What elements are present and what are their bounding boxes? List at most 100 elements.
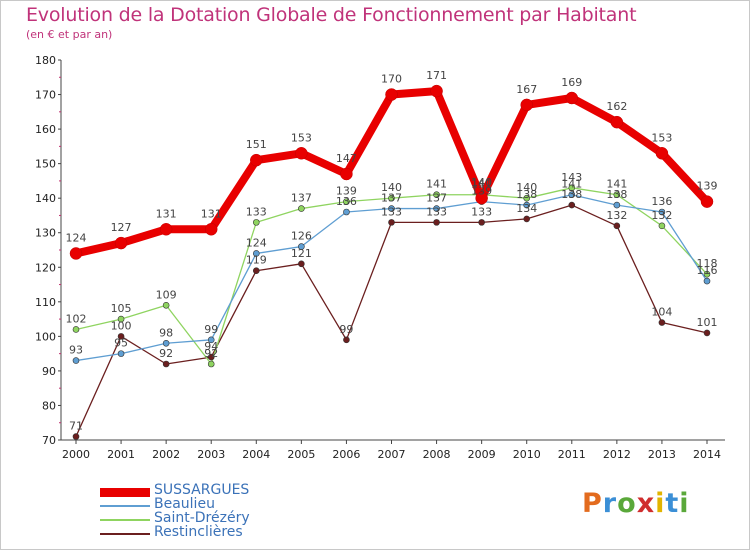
y-tick-label: 80	[42, 399, 56, 412]
data-label: 124	[246, 236, 267, 249]
legend-label: Saint-Drézéry	[154, 510, 250, 526]
x-tick-label: 2000	[62, 448, 90, 461]
data-label: 94	[204, 340, 218, 353]
x-tick-label: 2011	[558, 448, 586, 461]
legend-swatch	[100, 488, 150, 497]
data-label: 124	[66, 231, 87, 244]
data-point	[252, 267, 260, 275]
data-label: 140	[516, 181, 537, 194]
x-tick-label: 2003	[197, 448, 225, 461]
data-point	[658, 319, 666, 326]
data-point	[388, 205, 395, 212]
x-tick-label: 2014	[693, 448, 721, 461]
data-label: 170	[381, 73, 402, 86]
data-label: 126	[291, 230, 312, 243]
data-label: 99	[204, 323, 218, 336]
chart-data-labels: 124 127 131 131 151 153 147 170 171 140 167 169 162 1…	[66, 69, 718, 432]
data-point	[703, 277, 711, 285]
data-label: 147	[336, 152, 357, 165]
data-point	[613, 222, 621, 230]
data-label: 139	[471, 185, 492, 198]
proxiti-logo: Proxiti	[582, 488, 690, 519]
y-tick-label: 150	[35, 158, 56, 171]
data-point	[343, 336, 350, 344]
data-label: 92	[204, 347, 218, 360]
data-point	[703, 270, 711, 278]
data-point	[520, 98, 533, 112]
data-point	[613, 201, 621, 209]
data-label: 141	[561, 178, 582, 191]
x-tick-label: 2008	[423, 448, 451, 461]
x-tick-label: 2004	[242, 448, 270, 461]
data-point	[162, 301, 170, 309]
x-tick-label: 2001	[107, 448, 135, 461]
legend-swatch	[100, 505, 150, 507]
data-point	[72, 357, 80, 364]
data-label: 118	[697, 257, 718, 270]
data-label: 140	[381, 181, 402, 194]
data-label: 138	[516, 188, 537, 201]
data-label: 98	[159, 326, 173, 339]
data-point	[388, 219, 395, 226]
x-tick-label: 2009	[468, 448, 496, 461]
data-point	[565, 91, 579, 105]
data-label: 134	[516, 202, 537, 215]
logo-letter: o	[617, 488, 637, 519]
data-point	[207, 336, 215, 344]
data-label: 140	[471, 176, 492, 189]
y-tick-label: 180	[35, 54, 56, 67]
chart-points	[69, 84, 714, 440]
data-point	[568, 201, 576, 209]
data-point	[568, 191, 576, 199]
data-point	[478, 219, 485, 226]
data-point	[298, 205, 305, 212]
chart-lines	[72, 87, 711, 438]
data-point	[159, 223, 173, 236]
y-tick-label: 90	[42, 365, 56, 378]
data-label: 141	[471, 178, 492, 191]
y-tick-label: 70	[42, 434, 56, 447]
data-point	[475, 191, 488, 205]
series-line	[75, 204, 708, 438]
data-label: 105	[111, 302, 132, 315]
data-label: 141	[426, 178, 447, 191]
x-tick-label: 2010	[513, 448, 541, 461]
data-label: 138	[561, 188, 582, 201]
data-point	[523, 194, 531, 202]
data-point	[207, 353, 215, 361]
data-point	[252, 250, 260, 257]
data-point	[388, 194, 395, 202]
chart-title: Evolution de la Dotation Globale de Fonc…	[26, 4, 637, 26]
data-label: 162	[606, 100, 627, 113]
data-label: 133	[471, 205, 492, 218]
data-label: 95	[114, 337, 128, 350]
data-point	[655, 147, 669, 160]
data-label: 132	[651, 209, 672, 222]
data-label: 171	[426, 69, 447, 82]
data-point	[114, 236, 128, 250]
data-label: 137	[426, 192, 447, 205]
data-point	[523, 215, 531, 223]
logo-letter: P	[582, 488, 603, 519]
data-point	[250, 153, 263, 167]
y-tick-label: 140	[35, 192, 56, 205]
x-tick-label: 2013	[648, 448, 676, 461]
data-label: 143	[561, 171, 582, 184]
data-label: 141	[606, 178, 627, 191]
logo-letter: t	[665, 488, 680, 519]
data-point	[298, 243, 305, 250]
x-tick-label: 2012	[603, 448, 631, 461]
data-point	[433, 191, 440, 199]
data-point	[703, 329, 711, 337]
data-label: 169	[561, 76, 582, 89]
data-point	[658, 222, 666, 230]
x-tick-label: 2005	[287, 448, 315, 461]
data-point	[430, 84, 443, 98]
data-label: 167	[516, 83, 537, 96]
data-label: 136	[336, 195, 357, 208]
data-label: 131	[156, 207, 177, 220]
data-point	[613, 191, 621, 199]
data-point	[295, 147, 308, 160]
